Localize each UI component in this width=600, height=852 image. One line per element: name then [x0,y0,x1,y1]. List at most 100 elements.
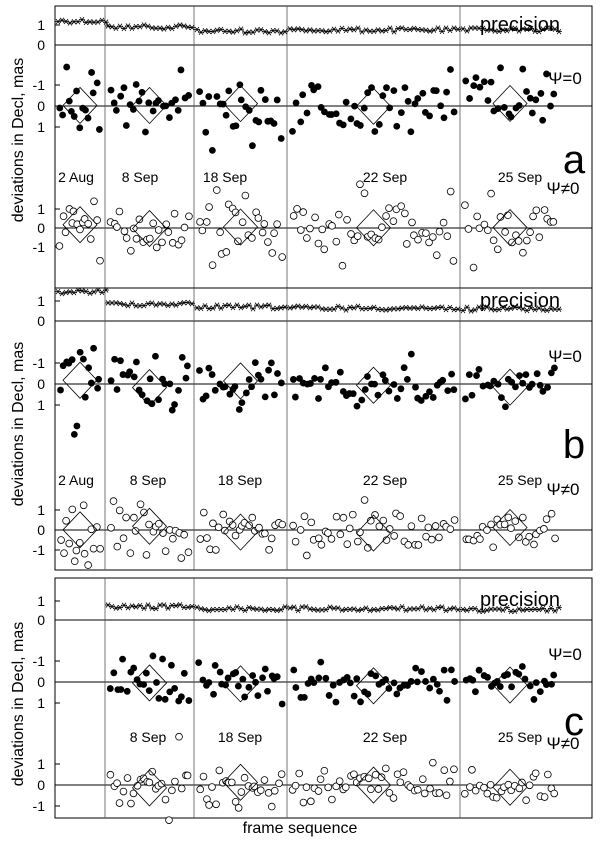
psi-nonzero-point [177,554,186,562]
precision-marker [173,23,179,29]
precision-marker [274,305,280,312]
psi0-point [516,372,523,379]
mean-diamond [222,665,259,703]
psi-nonzero-label: Ψ≠0 [547,480,580,499]
precision-marker [153,605,159,612]
precision-marker [222,302,228,309]
psi-zero-label: Ψ=0 [548,69,582,88]
psi0-point [315,395,322,402]
precision-marker [427,28,433,34]
psi0-point [254,692,262,700]
psi-nonzero-point [260,220,269,228]
psi0-point [261,96,269,103]
psi0-point [360,104,368,112]
psi-nonzero-point [149,219,157,228]
psi0-point [251,359,259,367]
psi-nonzero-point [231,208,240,217]
psi0-point [117,357,124,365]
precision-marker [206,607,212,614]
tick-label: -1 [33,798,46,814]
psi-nonzero-point [219,510,228,519]
psi0-point [257,375,265,383]
psi-nonzero-point [72,546,81,555]
precision-marker [319,28,325,34]
psi0-point [96,126,103,133]
psi0-point [126,101,134,109]
psi0-point [310,679,318,687]
psi0-point [498,394,505,402]
psi-nonzero-point [122,513,130,522]
precision-marker [411,25,417,32]
psi0-point [413,678,421,686]
psi0-point [414,95,422,102]
psi-nonzero-point [175,732,183,741]
psi0-point [480,78,488,86]
psi-nonzero-point [155,519,163,528]
psi0-point [237,96,245,104]
psi0-point [443,696,451,704]
psi-nonzero-point [435,789,444,797]
psi-nonzero-point [343,215,351,224]
psi-nonzero-point [385,789,394,797]
precision-marker [129,300,135,306]
psi-nonzero-point [154,226,163,234]
precision-marker [407,305,413,312]
psi0-point [289,376,297,383]
psi-nonzero-point [278,253,286,261]
psi-nonzero-point [466,783,474,791]
psi0-point [289,127,296,135]
psi0-point [185,697,193,704]
psi-nonzero-point [324,529,332,537]
psi-nonzero-point [70,557,79,566]
precision-marker [75,287,81,293]
psi-nonzero-point [79,501,88,510]
psi0-point [403,375,411,383]
psi-nonzero-point [171,777,179,786]
psi-nonzero-point [136,500,145,509]
psi0-point [245,376,253,383]
precision-marker [87,19,93,25]
psi0-point [239,675,247,683]
mean-diamond [355,514,392,552]
psi-nonzero-point [302,551,311,560]
mean-diamond [222,513,259,551]
psi0-point [494,380,502,388]
precision-marker [161,602,167,608]
psi-nonzero-point [350,770,358,779]
precision-marker [427,305,433,312]
psi-nonzero-point [435,533,443,542]
psi0-point [461,395,469,403]
precision-marker [339,607,345,613]
psi0-point [226,390,234,398]
mean-diamond [62,86,98,125]
psi-nonzero-point [228,521,237,529]
psi-nonzero-point [295,769,303,778]
psi-nonzero-point [414,235,422,244]
psi0-point [537,90,545,97]
psi0-point [133,358,140,366]
psi0-point [347,115,355,123]
psi0-point [199,676,207,684]
psi-nonzero-point [404,541,413,549]
psi0-point [356,122,364,129]
tick-label: -1 [33,355,46,371]
mean-diamond [492,666,528,704]
psi0-point [447,666,455,674]
psi-nonzero-point [461,201,469,209]
precision-marker [556,604,562,611]
psi0-point [523,88,530,95]
psi0-point [450,386,458,394]
psi0-point [469,676,477,684]
precision-marker [423,305,429,311]
psi0-point [346,679,354,687]
psi-nonzero-point [367,785,375,794]
psi-nonzero-point [446,777,454,786]
precision-marker [246,302,252,308]
precision-marker [331,306,337,312]
psi0-point [311,375,318,382]
precision-marker [447,606,453,612]
psi-nonzero-point [238,218,247,226]
precision-marker [194,26,200,33]
psi-nonzero-point [161,547,170,555]
precision-marker [504,306,510,312]
